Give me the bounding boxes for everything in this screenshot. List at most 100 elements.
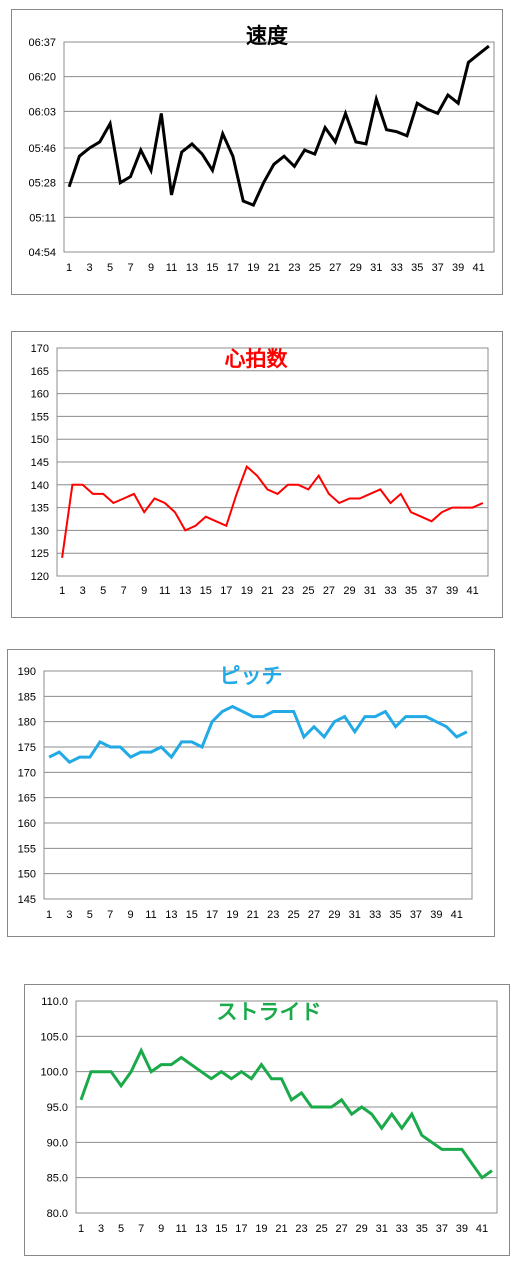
x-tick-label: 7 [107,909,113,921]
x-tick-label: 5 [118,1223,124,1235]
y-tick-label: 145 [18,894,36,906]
x-tick-label: 37 [410,909,422,921]
y-tick-label: 150 [18,869,36,881]
y-tick-label: 05:46 [28,143,56,155]
x-tick-label: 31 [370,262,382,274]
x-tick-label: 39 [456,1223,468,1235]
x-tick-label: 25 [315,1223,327,1235]
x-tick-label: 41 [451,909,463,921]
x-tick-label: 27 [308,909,320,921]
speed-chart-panel: 04:54 05:11 05:28 05:46 06:03 06:20 06:37 1 3 5 7 9… [11,9,503,295]
x-tick-label: 9 [158,1223,164,1235]
x-tick-label: 5 [107,262,113,274]
x-tick-label: 3 [98,1223,104,1235]
y-tick-label: 125 [31,548,49,560]
y-tick-label: 135 [31,503,49,515]
y-tick-label: 130 [31,525,49,537]
x-tick-label: 11 [159,585,170,597]
x-tick-label: 17 [220,585,232,597]
y-tick-label: 100.0 [40,1067,68,1079]
x-tick-label: 7 [121,585,127,597]
x-tick-label: 35 [405,585,417,597]
y-tick-label: 180 [18,717,36,729]
pitch-chart-panel: 145 150 155 160 165 170 175 180 185 190 1 3 5 7 9 11 13 1… [7,649,495,937]
x-tick-label: 17 [227,262,239,274]
y-tick-label: 95.0 [47,1102,68,1114]
y-tick-label: 145 [31,457,49,469]
y-tick-label: 165 [18,793,36,805]
plot-area [63,41,495,253]
y-tick-label: 150 [31,434,49,446]
y-tick-label: 165 [31,366,49,378]
x-tick-label: 37 [436,1223,448,1235]
x-tick-label: 37 [425,585,437,597]
y-tick-label: 155 [31,411,49,423]
x-tick-label: 31 [364,585,376,597]
x-tick-label: 31 [376,1223,388,1235]
x-tick-label: 17 [206,909,218,921]
x-tick-label: 23 [295,1223,307,1235]
y-tick-label: 85.0 [47,1173,68,1185]
y-tick-label: 170 [18,767,36,779]
x-tick-label: 1 [66,262,72,274]
x-tick-label: 21 [261,585,273,597]
y-tick-label: 110.0 [41,996,68,1008]
x-tick-label: 29 [350,262,362,274]
x-tick-label: 39 [430,909,442,921]
chart-title: ストライド [217,1000,322,1024]
y-tick-label: 06:03 [28,106,56,118]
x-tick-label: 3 [66,909,72,921]
x-tick-label: 1 [46,909,52,921]
x-tick-label: 35 [416,1223,428,1235]
x-tick-label: 13 [165,909,177,921]
y-tick-label: 160 [18,818,36,830]
series-line [79,1046,493,1180]
x-tick-label: 1 [59,585,65,597]
x-tick-label: 21 [275,1223,287,1235]
x-tick-label: 33 [369,909,381,921]
x-tick-label: 39 [446,585,458,597]
x-tick-label: 15 [186,909,198,921]
stride-chart-panel: 80.0 85.0 90.0 95.0 100.0 105.0 110.0 1 3 5 7 9 11 13… [24,984,510,1256]
x-tick-label: 33 [384,585,396,597]
chart-title: 速度 [246,24,288,48]
x-tick-label: 39 [452,262,464,274]
x-tick-label: 15 [200,585,212,597]
x-tick-label: 31 [349,909,361,921]
y-tick-label: 05:28 [28,178,56,190]
plot-area [75,1000,498,1214]
x-tick-label: 23 [282,585,294,597]
y-tick-label: 185 [18,691,36,703]
y-tick-label: 06:20 [28,72,56,84]
x-tick-label: 27 [329,262,341,274]
y-tick-label: 140 [31,480,49,492]
x-tick-label: 33 [391,262,403,274]
y-tick-label: 105.0 [40,1031,68,1043]
x-tick-label: 25 [288,909,300,921]
x-tick-label: 19 [241,585,253,597]
y-tick-label: 120 [31,571,49,583]
x-tick-label: 29 [328,909,340,921]
x-tick-label: 25 [309,262,321,274]
x-tick-label: 3 [87,262,93,274]
x-tick-label: 9 [148,262,154,274]
x-tick-label: 7 [127,262,133,274]
y-tick-label: 05:11 [29,212,56,224]
x-tick-label: 13 [186,262,198,274]
chart-title: ピッチ [220,664,283,688]
x-tick-label: 11 [176,1223,187,1235]
x-tick-label: 3 [80,585,86,597]
x-tick-label: 15 [215,1223,227,1235]
x-tick-label: 33 [396,1223,408,1235]
y-tick-label: 175 [18,742,36,754]
x-tick-label: 21 [268,262,280,274]
chart-title: 心拍数 [225,347,289,371]
x-tick-label: 29 [343,585,355,597]
y-tick-label: 190 [18,666,36,678]
y-tick-label: 160 [31,389,49,401]
x-tick-label: 35 [411,262,423,274]
